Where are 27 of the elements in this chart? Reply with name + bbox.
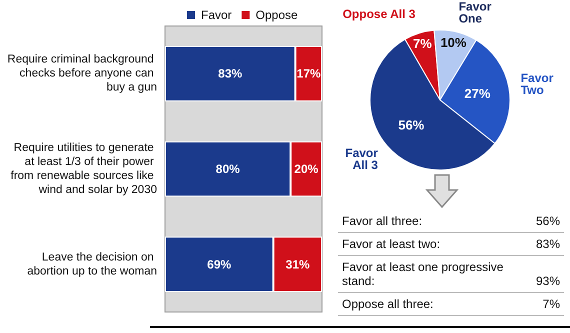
data-label: 27%: [464, 86, 491, 101]
legend-label: Oppose: [256, 8, 298, 22]
data-label: 80%: [216, 162, 240, 176]
data-label: 56%: [398, 117, 425, 132]
slice-label: Favor All 3: [345, 146, 378, 172]
text: 83%: [536, 237, 560, 251]
text: Favor all three:: [342, 214, 422, 228]
text: 93%: [536, 274, 560, 288]
y-tick-label: Leave the decision on abortion up to the woman: [27, 251, 157, 278]
data-label: 7%: [412, 36, 432, 52]
text: Favor at least two:: [342, 237, 440, 251]
slice-label: Favor Two: [520, 71, 554, 98]
y-tick-label: Require criminal background checks before anyone can buy a gun: [7, 54, 157, 94]
slice-label: Oppose All 3: [342, 7, 416, 22]
slice-label: Favor One: [458, 0, 492, 26]
text: Favor at least one progressive stand:: [342, 260, 504, 288]
text: Oppose all three:: [342, 297, 434, 311]
data-label: 10%: [440, 35, 467, 50]
text: 7%: [542, 297, 560, 311]
data-label: 31%: [286, 257, 310, 272]
data-label: 17%: [296, 66, 321, 81]
data-label: 69%: [207, 257, 232, 272]
data-label: 83%: [218, 66, 242, 81]
data-label: 20%: [294, 162, 319, 176]
legend-label: Favor: [201, 8, 232, 22]
text: 56%: [536, 214, 560, 228]
y-tick-label: Require utilities to generate at least 1/3 of their power from renewable sources like wind and solar by 2030: [10, 142, 157, 196]
